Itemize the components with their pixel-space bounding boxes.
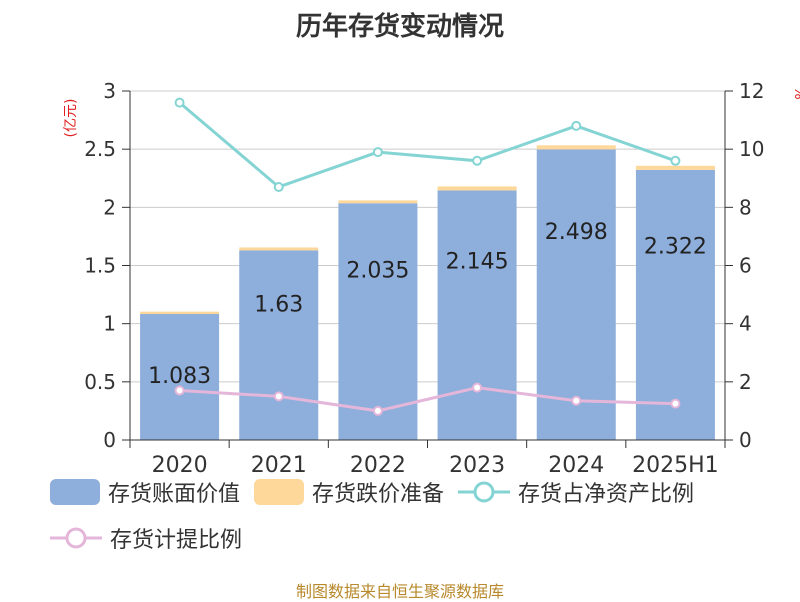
point-net-asset-ratio — [174, 97, 185, 108]
point-provision-ratio — [571, 395, 582, 406]
x-tick-label: 2021 — [251, 453, 307, 478]
y-left-tick-label: 0.5 — [84, 370, 116, 394]
legend-label-provision-ratio: 存货计提比例 — [110, 528, 243, 553]
x-tick-label: 2022 — [350, 453, 406, 478]
point-provision-ratio — [273, 391, 284, 402]
point-net-asset-ratio — [571, 120, 582, 131]
bar-impairment — [140, 311, 220, 315]
y-right-tick-label: 12 — [739, 79, 764, 103]
x-tick-label: 2023 — [449, 453, 505, 478]
bar-book-value — [338, 203, 418, 440]
y-left-tick-label: 1.5 — [84, 254, 116, 278]
point-provision-ratio — [670, 398, 681, 409]
legend-label-impairment: 存货跌价准备 — [312, 482, 445, 507]
x-tick-label: 2024 — [548, 453, 604, 478]
legend-swatch-impairment — [254, 479, 305, 505]
bar-book-value — [437, 190, 517, 440]
bar-impairment — [338, 200, 418, 204]
bar-data-label: 2.322 — [644, 235, 707, 260]
legend-row-2: 存货计提比例 — [50, 522, 256, 554]
y-left-tick-label: 2 — [103, 195, 116, 219]
bar-data-label: 2.145 — [446, 249, 509, 274]
bar-data-label: 2.498 — [545, 220, 608, 245]
y-left-unit-label: (亿元) — [63, 99, 79, 138]
point-net-asset-ratio — [472, 155, 483, 166]
point-provision-ratio — [472, 382, 483, 393]
bar-impairment — [239, 247, 319, 251]
point-provision-ratio — [372, 405, 383, 416]
y-left-tick-label: 0 — [103, 428, 116, 452]
point-provision-ratio — [174, 385, 185, 396]
bar-book-value — [239, 250, 319, 440]
y-right-tick-label: 0 — [739, 428, 752, 452]
legend-label-book-value: 存货账面价值 — [108, 482, 241, 507]
bar-data-label: 1.63 — [254, 292, 303, 317]
point-net-asset-ratio — [273, 181, 284, 192]
line-provision-ratio — [179, 386, 676, 413]
legend-item-net-asset-ratio[interactable]: 存货占净资产比例 — [458, 476, 694, 508]
legend-item-book-value[interactable]: 存货账面价值 — [50, 476, 240, 508]
bar-impairment — [437, 186, 517, 191]
data-source-note: 制图数据来自恒生聚源数据库 — [295, 582, 504, 601]
bar-impairment — [536, 145, 616, 150]
y-right-tick-label: 4 — [739, 312, 752, 336]
bar-book-value — [635, 169, 715, 440]
bar-data-label: 1.083 — [148, 364, 211, 389]
y-left-tick-label: 3 — [103, 79, 116, 103]
legend-swatch-net-asset-ratio — [458, 481, 511, 503]
legend-swatch-book-value — [50, 479, 100, 505]
bar-impairment — [635, 165, 715, 170]
legend-item-impairment[interactable]: 存货跌价准备 — [254, 476, 444, 508]
x-tick-label: 2025H1 — [632, 453, 719, 478]
y-right-tick-label: 2 — [739, 370, 752, 394]
x-tick-label: 2020 — [152, 453, 208, 478]
point-net-asset-ratio — [372, 147, 383, 158]
y-right-unit-label: % — [791, 86, 800, 99]
bar-book-value — [140, 314, 220, 440]
legend-item-provision-ratio[interactable]: 存货计提比例 — [50, 522, 242, 554]
chart-title: 历年存货变动情况 — [295, 12, 504, 42]
bar-data-label: 2.035 — [346, 259, 409, 284]
bar-book-value — [536, 149, 616, 440]
line-net-asset-ratio — [178, 101, 676, 189]
legend-label-net-asset-ratio: 存货占净资产比例 — [518, 482, 695, 507]
legend-row-1: 存货账面价值 存货跌价准备 存货占净资产比例 — [50, 476, 708, 508]
y-right-tick-label: 10 — [739, 137, 764, 161]
y-left-tick-label: 2.5 — [84, 137, 116, 161]
y-right-tick-label: 6 — [739, 254, 752, 278]
y-right-tick-label: 8 — [739, 195, 752, 219]
point-net-asset-ratio — [670, 155, 681, 166]
y-left-tick-label: 1 — [103, 312, 116, 336]
legend-swatch-provision-ratio — [50, 527, 102, 549]
